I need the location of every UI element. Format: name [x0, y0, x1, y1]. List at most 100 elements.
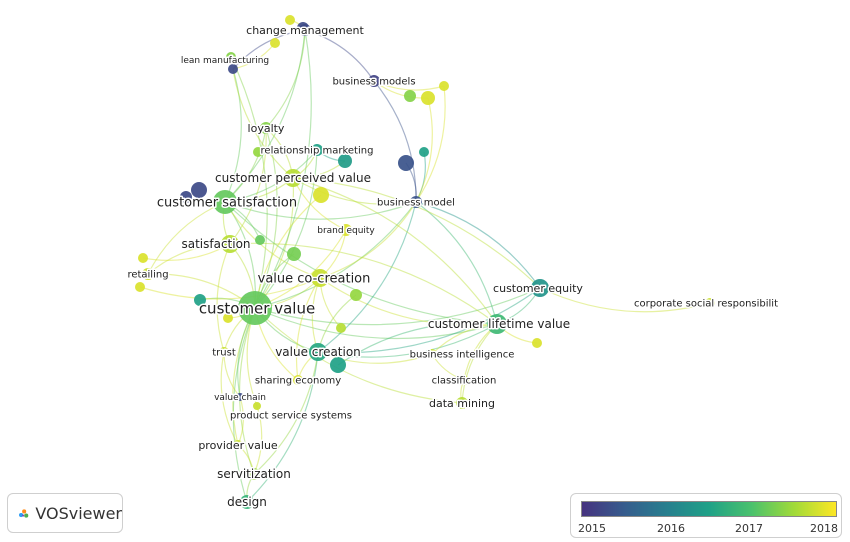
node-trust[interactable]: [219, 347, 229, 357]
node-u2[interactable]: [297, 22, 309, 34]
label-business-intelligence[interactable]: business intelligence: [408, 348, 516, 362]
node-brand-equity[interactable]: [340, 224, 352, 236]
link-u15-value-co-creation: [139, 277, 321, 300]
node-design[interactable]: [240, 495, 254, 509]
node-u15[interactable]: [135, 282, 145, 292]
node-u10[interactable]: [419, 147, 429, 157]
legend-color-bar: [581, 501, 837, 517]
node-u3[interactable]: [270, 38, 280, 48]
link-business-model-u11: [415, 85, 446, 203]
node-business-models[interactable]: [368, 75, 380, 87]
node-u5[interactable]: [338, 154, 352, 168]
label-customer-lifetime-value[interactable]: customer lifetime value: [426, 316, 571, 333]
link-customer-lifetime-value-u22: [337, 322, 498, 366]
node-provider-value[interactable]: [233, 440, 243, 450]
label-classification[interactable]: classification: [430, 374, 498, 388]
label-value-creation[interactable]: value creation: [274, 344, 363, 361]
node-customer-satisfaction[interactable]: [213, 190, 237, 214]
label-customer-satisfaction[interactable]: customer satisfaction: [155, 194, 298, 212]
label-customer-equity[interactable]: customer equity: [492, 280, 585, 296]
link-customer-lifetime-value-data-mining: [461, 323, 498, 404]
node-u23[interactable]: [532, 338, 542, 348]
link-value-creation-customer-equity: [317, 287, 541, 354]
label-retailing[interactable]: retailing: [126, 268, 170, 282]
label-lean-manufacturing[interactable]: lean manufacturing: [179, 55, 270, 68]
year-color-legend: 2015 2016 2017 2018: [570, 493, 842, 538]
node-u18[interactable]: [255, 235, 265, 245]
label-customer-value[interactable]: customer value: [197, 298, 316, 319]
link-customer-value-data-mining: [254, 307, 463, 404]
node-u17[interactable]: [287, 247, 301, 261]
label-servitization[interactable]: servitization: [216, 466, 293, 483]
node-u13[interactable]: [404, 90, 416, 102]
link-customer-value-loyalty: [254, 127, 278, 309]
node-business-model[interactable]: [410, 196, 422, 208]
node-u14[interactable]: [138, 253, 148, 263]
label-customer-perceived-value[interactable]: customer perceived value: [214, 170, 373, 187]
node-u9[interactable]: [398, 155, 414, 171]
node-u11[interactable]: [439, 81, 449, 91]
label-sharing-economy[interactable]: sharing economy: [253, 374, 342, 388]
link-value-creation-customer-lifetime-value: [317, 323, 498, 358]
link-lean-manufacturing-customer-perceived-value: [232, 68, 294, 179]
label-satisfaction[interactable]: satisfaction: [180, 236, 252, 253]
node-relationship-marketing[interactable]: [311, 144, 323, 156]
vosviewer-logo-icon: [19, 509, 29, 518]
node-u19[interactable]: [194, 294, 206, 306]
link-design-value-creation: [246, 351, 319, 503]
node-retailing[interactable]: [142, 268, 154, 280]
node-u6[interactable]: [253, 147, 263, 157]
network-labels: change management lean manufacturing busin…: [126, 22, 780, 511]
node-value-creation[interactable]: [309, 343, 327, 361]
label-business-model[interactable]: business model: [376, 196, 457, 210]
node-satisfaction[interactable]: [221, 235, 239, 253]
node-u4[interactable]: [226, 52, 236, 62]
label-loyalty[interactable]: loyalty: [246, 120, 286, 136]
label-brand-equity[interactable]: brand equity: [316, 225, 377, 238]
node-corporate-social-responsibility[interactable]: [705, 298, 715, 308]
node-sharing-economy[interactable]: [293, 375, 303, 385]
node-u21[interactable]: [223, 313, 233, 323]
node-customer-equity[interactable]: [531, 279, 549, 297]
node-u8[interactable]: [180, 191, 192, 203]
node-customer-value[interactable]: [238, 291, 272, 325]
node-u20[interactable]: [350, 289, 362, 301]
label-corporate-social-responsibility[interactable]: corporate social responsibilit: [632, 297, 779, 311]
node-data-mining[interactable]: [456, 397, 468, 409]
node-u1[interactable]: [285, 15, 295, 25]
node-customer-lifetime-value[interactable]: [487, 314, 507, 334]
node-value-co-creation[interactable]: [311, 269, 329, 287]
node-u7[interactable]: [191, 182, 207, 198]
legend-tick-2016: 2016: [657, 522, 685, 535]
label-relationship-marketing[interactable]: relationship marketing: [259, 144, 375, 158]
node-classification[interactable]: [459, 375, 469, 385]
node-value-chain[interactable]: [236, 393, 244, 401]
link-customer-equity-business-model: [415, 201, 541, 289]
link-customer-perceived-value-business-model: [292, 177, 417, 205]
label-provider-value[interactable]: provider value: [197, 437, 280, 453]
label-business-models[interactable]: business models: [331, 75, 417, 89]
label-value-co-creation[interactable]: value co-creation: [256, 270, 372, 288]
link-customer-satisfaction-business-model: [224, 201, 417, 220]
node-lean-manufacturing[interactable]: [228, 64, 238, 74]
node-u12[interactable]: [421, 91, 435, 105]
node-customer-perceived-value[interactable]: [284, 169, 302, 187]
label-design[interactable]: design: [226, 494, 269, 511]
node-loyalty[interactable]: [260, 122, 272, 134]
link-customer-satisfaction-lean-manufacturing: [224, 68, 242, 203]
node-u24[interactable]: [336, 323, 346, 333]
node-product-service-systems[interactable]: [253, 402, 261, 410]
link-customer-value-servitization: [238, 307, 256, 475]
label-change-management[interactable]: change management: [245, 22, 366, 38]
node-business-intelligence[interactable]: [427, 349, 437, 359]
node-servitization[interactable]: [248, 468, 260, 480]
label-trust[interactable]: trust: [211, 346, 238, 360]
label-product-service-systems[interactable]: product service systems: [228, 409, 353, 423]
node-u16[interactable]: [313, 187, 329, 203]
vosviewer-logo[interactable]: VOSviewer: [7, 493, 123, 533]
link-value-creation-business-model: [317, 201, 417, 353]
label-data-mining[interactable]: data mining: [427, 395, 496, 411]
node-u22[interactable]: [330, 357, 346, 373]
label-value-chain[interactable]: value chain: [213, 392, 268, 405]
link-customer-equity-corporate-social-responsibility: [539, 287, 711, 313]
